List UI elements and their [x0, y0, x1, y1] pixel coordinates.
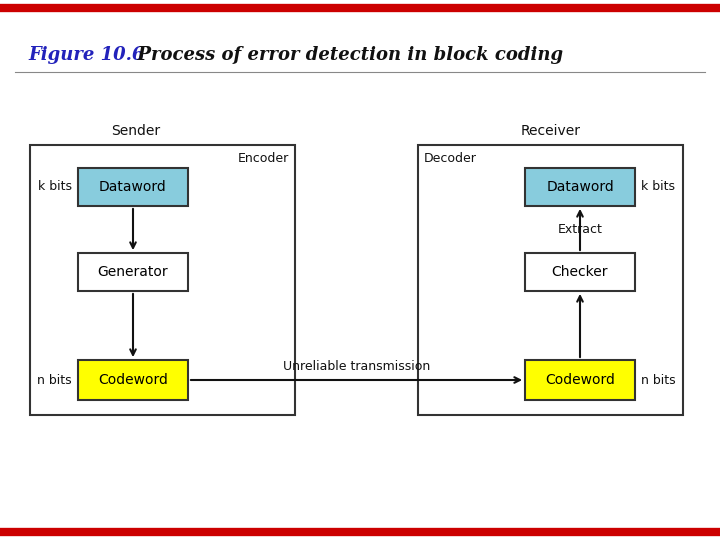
Text: Codeword: Codeword: [545, 373, 615, 387]
Text: Process of error detection in block coding: Process of error detection in block codi…: [125, 46, 563, 64]
Bar: [78, 360, 188, 400]
Text: Extract: Extract: [557, 223, 603, 236]
Text: Decoder: Decoder: [424, 152, 477, 165]
Text: k bits: k bits: [641, 180, 675, 193]
Text: Codeword: Codeword: [98, 373, 168, 387]
Text: k bits: k bits: [38, 180, 72, 193]
Bar: [78, 253, 188, 291]
Bar: [525, 253, 635, 291]
Bar: [525, 168, 635, 206]
Text: Dataword: Dataword: [546, 180, 614, 194]
Text: Checker: Checker: [552, 265, 608, 279]
Bar: [525, 360, 635, 400]
Text: Unreliable transmission: Unreliable transmission: [283, 360, 430, 373]
Text: n bits: n bits: [641, 374, 675, 387]
Text: Dataword: Dataword: [99, 180, 167, 194]
Text: Figure 10.6: Figure 10.6: [28, 46, 145, 64]
Bar: [418, 145, 683, 415]
Text: n bits: n bits: [37, 374, 72, 387]
Bar: [78, 168, 188, 206]
Text: Generator: Generator: [98, 265, 168, 279]
Text: Sender: Sender: [112, 124, 161, 138]
Text: Encoder: Encoder: [238, 152, 289, 165]
Bar: [30, 145, 295, 415]
Text: Receiver: Receiver: [521, 124, 580, 138]
